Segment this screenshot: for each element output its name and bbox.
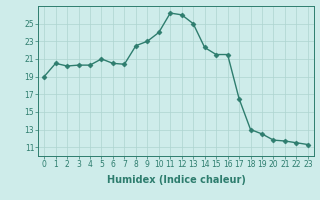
X-axis label: Humidex (Indice chaleur): Humidex (Indice chaleur) — [107, 175, 245, 185]
